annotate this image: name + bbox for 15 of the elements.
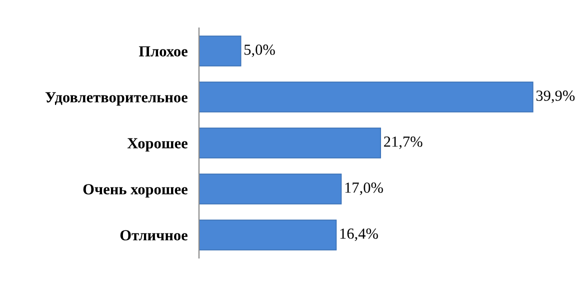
y-tick-label: Отличное [120, 230, 188, 240]
bar [198, 220, 337, 250]
bar [198, 36, 242, 66]
data-label: 21,7% [384, 136, 422, 150]
y-tick-label: Плохое [138, 46, 188, 56]
data-label: 5,0% [244, 44, 275, 58]
bar [198, 174, 342, 204]
y-tick-label: Хорошее [127, 138, 188, 152]
data-label: 17,0% [345, 182, 383, 196]
bar [198, 82, 534, 112]
y-tick-label: Очень хорошее [83, 184, 188, 198]
data-label: 39,9% [536, 90, 575, 104]
y-tick-label: Удовлетворительное [45, 92, 188, 106]
bar [198, 128, 382, 158]
data-label: 16,4% [340, 228, 378, 241]
